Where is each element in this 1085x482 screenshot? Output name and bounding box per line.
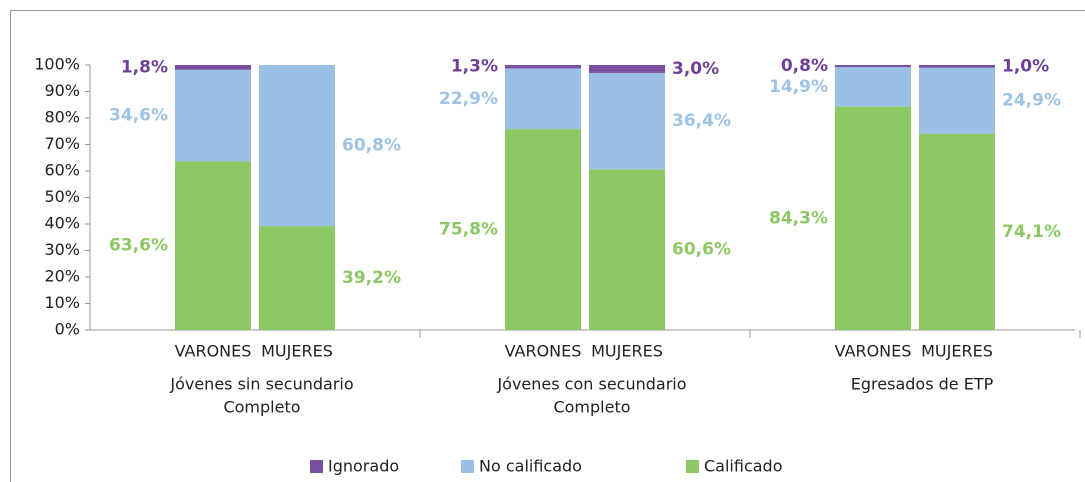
value-label: 39,2% <box>342 268 401 288</box>
value-label: 1,3% <box>451 57 498 77</box>
legend-swatch <box>461 460 474 473</box>
value-label: 75,8% <box>439 220 498 240</box>
value-label: 60,8% <box>342 136 401 156</box>
bar-segment <box>919 67 995 134</box>
y-tick-label: 0% <box>55 320 80 339</box>
value-label: 0,8% <box>781 56 828 76</box>
y-tick-label: 60% <box>44 161 80 180</box>
bar-segment <box>589 65 665 73</box>
bar-segment <box>589 169 665 330</box>
group-label: Completo <box>553 398 630 417</box>
bar-segment <box>175 69 251 162</box>
x-tick-label: VARONES <box>175 342 252 361</box>
y-tick-label: 100% <box>34 55 80 74</box>
value-label: 24,9% <box>1002 91 1061 111</box>
bar-segment <box>919 133 995 330</box>
y-tick-label: 80% <box>44 108 80 127</box>
bar-segment <box>835 106 911 330</box>
bar-segment <box>505 65 581 69</box>
bar-segment <box>919 65 995 68</box>
y-tick-label: 20% <box>44 267 80 286</box>
value-label: 22,9% <box>439 89 498 109</box>
value-label: 1,0% <box>1002 56 1049 76</box>
group-label: Completo <box>223 398 300 417</box>
legend-swatch <box>686 460 699 473</box>
value-label: 1,8% <box>121 57 168 77</box>
bar-segment <box>505 68 581 130</box>
y-tick-label: 30% <box>44 240 80 259</box>
value-label: 14,9% <box>769 77 828 97</box>
bar-segment <box>835 67 911 107</box>
value-label: 74,1% <box>1002 222 1061 242</box>
bar-segment <box>835 65 911 68</box>
bar-segment <box>259 65 335 227</box>
legend-label: No calificado <box>479 457 582 476</box>
group-label: Jóvenes sin secundario <box>169 375 353 394</box>
bar-segment <box>259 226 335 330</box>
group-label: Jóvenes con secundario <box>496 375 686 394</box>
legend-label: Ignorado <box>328 457 399 476</box>
x-tick-label: VARONES <box>835 342 912 361</box>
legend-label: Calificado <box>704 457 783 476</box>
bar-segment <box>175 161 251 330</box>
y-tick-label: 90% <box>44 81 80 100</box>
y-tick-label: 70% <box>44 134 80 153</box>
bar-segment <box>505 129 581 330</box>
group-label: Egresados de ETP <box>851 375 994 394</box>
value-label: 36,4% <box>672 111 731 131</box>
bar-segment <box>589 72 665 170</box>
x-tick-label: MUJERES <box>921 342 993 361</box>
x-tick-label: VARONES <box>505 342 582 361</box>
value-label: 60,6% <box>672 240 731 260</box>
y-tick-label: 50% <box>44 187 80 206</box>
y-tick-label: 40% <box>44 214 80 233</box>
frame <box>10 10 1085 482</box>
x-tick-label: MUJERES <box>261 342 333 361</box>
value-label: 84,3% <box>769 208 828 228</box>
legend-swatch <box>310 460 323 473</box>
x-tick-label: MUJERES <box>591 342 663 361</box>
value-label: 34,6% <box>109 106 168 126</box>
value-label: 3,0% <box>672 59 719 79</box>
bar-segment <box>175 65 251 70</box>
y-tick-label: 10% <box>44 293 80 312</box>
value-label: 63,6% <box>109 236 168 256</box>
